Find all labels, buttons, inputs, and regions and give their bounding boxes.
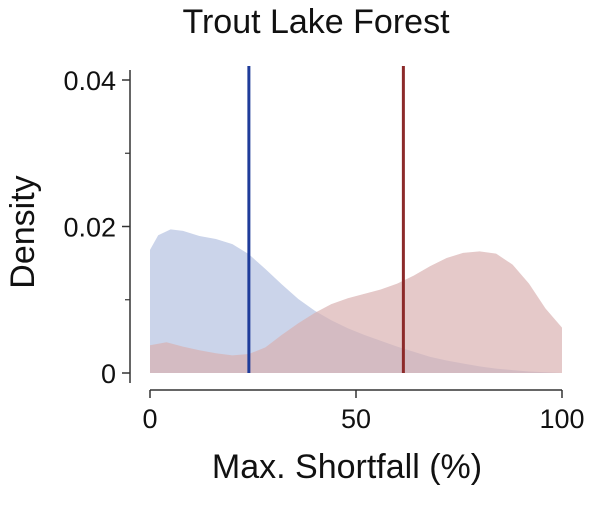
x-tick-label: 100 [539, 404, 584, 434]
density-area-1 [150, 229, 562, 373]
y-axis-label: Density [4, 175, 42, 288]
x-axis-ticks: 0 50 100 [142, 390, 585, 434]
x-tick-label: 0 [142, 404, 157, 434]
y-tick-label: 0.04 [63, 66, 116, 96]
density-area-2 [150, 251, 562, 373]
x-tick-label: 50 [341, 404, 371, 434]
y-tick-label: 0.02 [63, 213, 116, 243]
y-tick-label: 0 [101, 359, 116, 389]
x-axis-label: Max. Shortfall (%) [212, 448, 482, 486]
chart-title: Trout Lake Forest [182, 3, 450, 41]
reference-lines [247, 66, 405, 373]
y-axis-ticks: 0 0.02 0.04 [63, 66, 130, 389]
density-areas [150, 229, 562, 373]
